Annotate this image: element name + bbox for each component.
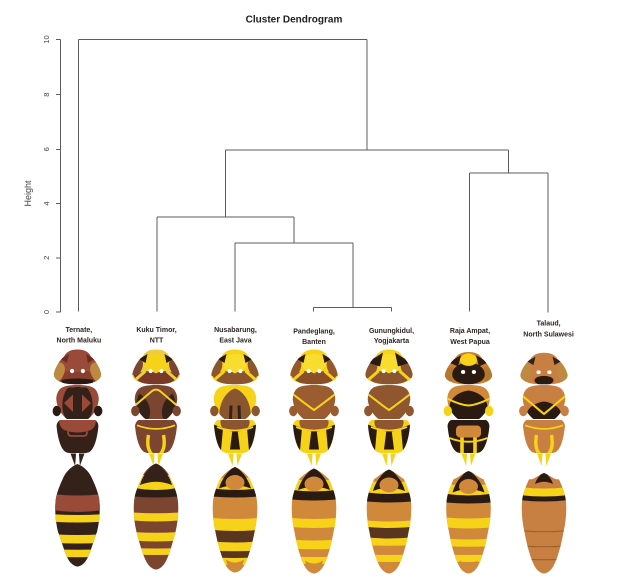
- svg-text:Yogjakarta: Yogjakarta: [374, 338, 409, 345]
- svg-text:0: 0: [42, 310, 51, 314]
- svg-text:Gunungkidul,: Gunungkidul,: [369, 328, 414, 335]
- svg-text:Height: Height: [23, 180, 33, 207]
- svg-text:Talaud,: Talaud,: [537, 321, 561, 328]
- svg-text:Pandeglang,: Pandeglang,: [293, 329, 335, 336]
- svg-text:2: 2: [42, 256, 51, 260]
- svg-text:Nusabarung,: Nusabarung,: [214, 327, 257, 334]
- svg-text:Ternate,: Ternate,: [66, 327, 93, 334]
- svg-text:Raja Ampat,: Raja Ampat,: [450, 328, 490, 335]
- svg-text:10: 10: [42, 35, 51, 43]
- svg-text:East Java: East Java: [219, 338, 251, 345]
- svg-text:8: 8: [42, 93, 51, 97]
- svg-text:4: 4: [42, 201, 51, 205]
- svg-text:West Papua: West Papua: [450, 339, 490, 346]
- svg-text:NTT: NTT: [150, 338, 164, 345]
- svg-text:Banten: Banten: [302, 339, 326, 346]
- svg-text:North Sulawesi: North Sulawesi: [523, 331, 574, 338]
- svg-text:Cluster Dendrogram: Cluster Dendrogram: [246, 15, 343, 26]
- svg-text:6: 6: [42, 147, 51, 151]
- svg-text:Kuku Timor,: Kuku Timor,: [136, 327, 176, 334]
- svg-text:North Maluku: North Maluku: [57, 338, 102, 345]
